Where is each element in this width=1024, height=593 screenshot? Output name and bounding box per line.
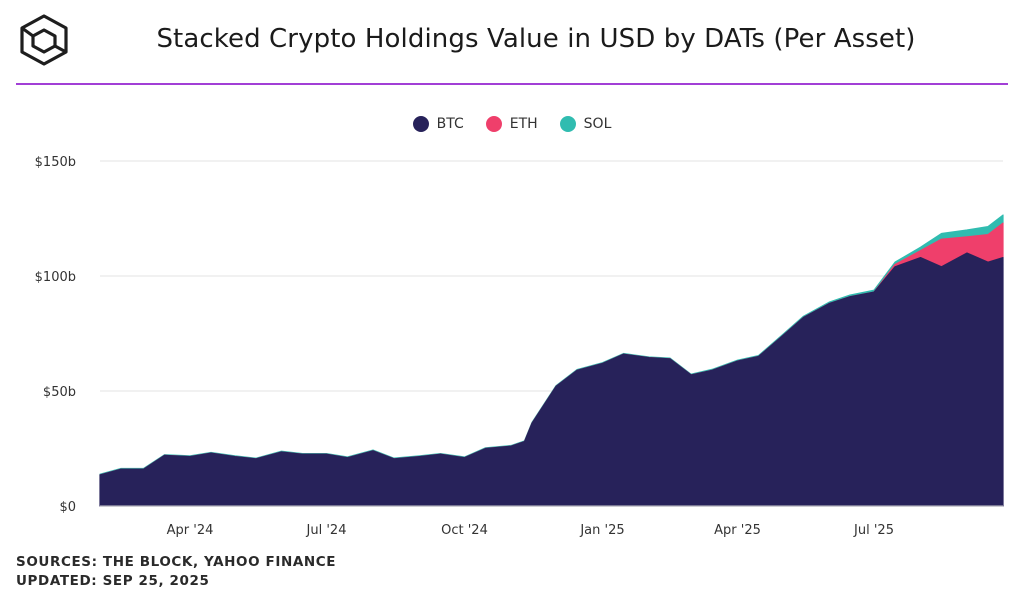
x-tick-label: Oct '24 xyxy=(441,523,488,538)
y-tick-label: $100b xyxy=(35,270,76,285)
chart-footer: SOURCES: THE BLOCK, YAHOO FINANCE UPDATE… xyxy=(16,553,336,591)
legend-item-eth[interactable]: ETH xyxy=(485,116,538,132)
x-tick-label: Jan '25 xyxy=(579,523,624,538)
x-tick-label: Apr '25 xyxy=(714,523,761,538)
chart-header: Stacked Crypto Holdings Value in USD by … xyxy=(0,0,1024,86)
legend-swatch-eth xyxy=(485,116,502,132)
stacked-area-chart: $0 $50b $100b $150b Apr '24 Jul '24 Oct '24 Jan… xyxy=(35,155,1004,538)
x-tick-label: Apr '24 xyxy=(167,523,214,538)
legend-swatch-sol xyxy=(559,116,576,132)
y-tick-label: $0 xyxy=(59,500,76,515)
y-tick-label: $50b xyxy=(43,385,76,400)
legend-label-sol: SOL xyxy=(583,116,612,132)
chart-title: Stacked Crypto Holdings Value in USD by … xyxy=(156,24,916,54)
x-tick-label: Jul '24 xyxy=(306,523,347,538)
y-tick-label: $150b xyxy=(35,155,76,170)
area-layer xyxy=(99,214,1004,507)
header-divider xyxy=(16,83,1008,85)
axis-layer: $0 $50b $100b $150b Apr '24 Jul '24 Oct '24 Jan… xyxy=(35,155,1003,538)
sources-text: SOURCES: THE BLOCK, YAHOO FINANCE xyxy=(16,554,337,570)
x-tick-label: Jul '25 xyxy=(853,523,894,538)
chart-legend: BTC ETH SOL xyxy=(0,116,1024,132)
updated-text: UPDATED: SEP 25, 2025 xyxy=(16,573,210,589)
the-block-cube-icon xyxy=(20,14,68,66)
legend-label-btc: BTC xyxy=(436,116,464,132)
legend-item-btc[interactable]: BTC xyxy=(412,116,464,132)
legend-swatch-btc xyxy=(412,116,429,132)
legend-label-eth: ETH xyxy=(509,116,538,132)
legend-item-sol[interactable]: SOL xyxy=(559,116,612,132)
